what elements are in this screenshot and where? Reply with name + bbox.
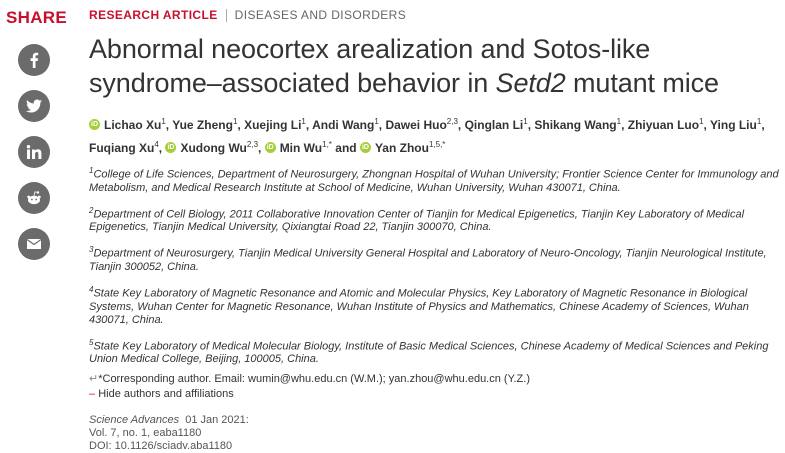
twitter-share-button[interactable] <box>18 90 50 122</box>
author-name: Yan Zhou <box>374 141 429 155</box>
volume-line: Vol. 7, no. 1, eaba1180 <box>89 427 202 440</box>
affiliation-item: 5State Key Laboratory of Medical Molecul… <box>89 336 779 367</box>
affiliation-text: Department of Cell Biology, 2011 Collabo… <box>89 208 745 234</box>
author-item[interactable]: iD Xudong Wu2,3 <box>165 140 259 155</box>
journal-name[interactable]: Science Advances <box>89 414 180 427</box>
affiliation-number: 5 <box>89 337 94 347</box>
email-share-button[interactable] <box>18 228 50 260</box>
facebook-icon <box>30 52 39 68</box>
affiliation-item: 4State Key Laboratory of Magnetic Resona… <box>89 283 779 327</box>
article-title: Abnormal neocortex arealization and Soto… <box>89 32 779 100</box>
author-name: Zhiyuan Luo <box>627 118 700 132</box>
author-name: Dawei Huo <box>385 118 447 132</box>
author-affil-ref: 1,5,* <box>428 140 446 149</box>
hide-authors-label: Hide authors and affiliations <box>98 388 234 401</box>
twitter-icon <box>26 99 42 113</box>
author-name: Min Wu <box>279 141 323 155</box>
author-name: Shikang Wang <box>534 118 617 132</box>
hide-authors-toggle[interactable]: – Hide authors and affiliations <box>89 388 779 400</box>
author-affil-ref: 1 <box>523 117 528 126</box>
reddit-share-button[interactable] <box>18 182 50 214</box>
article-header: RESEARCH ARTICLE DISEASES AND DISORDERS … <box>89 8 779 453</box>
title-part-1: Abnormal neocortex arealization and Soto… <box>89 34 651 98</box>
author-list: iD Lichao Xu1, Yue Zheng1, Xuejing Li1, A… <box>89 117 765 155</box>
facebook-share-button[interactable] <box>18 44 50 76</box>
orcid-icon[interactable]: iD <box>89 119 100 131</box>
orcid-icon[interactable]: iD <box>359 142 371 154</box>
affiliation-list: 1College of Life Sciences, Department of… <box>89 164 779 366</box>
author-item[interactable]: Dawei Huo2,3 <box>385 117 458 132</box>
author-item[interactable]: iD Lichao Xu1 <box>89 117 166 132</box>
affiliation-item: 3Department of Neurosurgery, Tianjin Med… <box>89 243 779 274</box>
publication-date: 01 Jan 2021: <box>185 414 249 427</box>
author-item[interactable]: Fuqiang Xu4 <box>89 140 159 155</box>
return-arrow-icon: ↵ <box>89 373 99 386</box>
article-type[interactable]: RESEARCH ARTICLE <box>89 8 218 22</box>
author-item[interactable]: Qinglan Li1 <box>464 117 528 132</box>
author-name: Fuqiang Xu <box>89 141 155 155</box>
author-name: Qinglan Li <box>464 118 524 132</box>
author-affil-ref: 1,* <box>322 140 332 149</box>
author-affil-ref: 1 <box>161 117 166 126</box>
author-item[interactable]: Xuejing Li1 <box>244 117 306 132</box>
article-category[interactable]: DISEASES AND DISORDERS <box>234 8 407 22</box>
author-item[interactable]: iD Min Wu1,* <box>264 140 332 155</box>
author-item[interactable]: iD Yan Zhou1,5,* <box>359 140 446 155</box>
affiliation-item: 2Department of Cell Biology, 2011 Collab… <box>89 204 779 235</box>
minus-icon: – <box>89 388 96 401</box>
orcid-icon[interactable]: iD <box>165 142 177 154</box>
article-kicker: RESEARCH ARTICLE DISEASES AND DISORDERS <box>89 8 779 22</box>
affiliation-text: College of Life Sciences, Department of … <box>89 168 779 194</box>
journal-line: Science Advances 01 Jan 2021: <box>89 414 779 427</box>
title-gene-name: Setd2 <box>495 68 566 98</box>
affiliation-text: State Key Laboratory of Medical Molecula… <box>89 340 769 366</box>
kicker-divider <box>225 8 227 22</box>
author-affil-ref: 1 <box>232 117 238 126</box>
corresponding-text: *Corresponding author. Email: wumin@whu.… <box>98 373 530 386</box>
citation-meta: Science Advances 01 Jan 2021: Vol. 7, no… <box>89 414 779 453</box>
reddit-icon <box>27 191 41 205</box>
author-name: Andi Wang <box>312 118 375 132</box>
affiliation-text: State Key Laboratory of Magnetic Resonan… <box>89 287 749 326</box>
author-item[interactable]: Zhiyuan Luo1 <box>627 117 704 132</box>
author-item[interactable]: Ying Liu1 <box>709 117 762 132</box>
corresponding-author: ↵*Corresponding author. Email: wumin@whu… <box>89 372 779 385</box>
author-item[interactable]: Shikang Wang1 <box>534 117 622 132</box>
author-affil-ref: 1 <box>301 117 306 126</box>
affiliation-number: 1 <box>89 166 94 175</box>
author-affil-ref: 1 <box>374 117 379 126</box>
share-rail: SHARE <box>4 8 68 260</box>
share-title: SHARE <box>6 8 68 27</box>
author-name: Yue Zheng <box>172 118 233 132</box>
author-and: and <box>335 141 357 155</box>
title-part-2: mutant mice <box>565 68 719 98</box>
doi-line[interactable]: DOI: 10.1126/sciadv.aba1180 <box>89 440 233 453</box>
author-name: Xudong Wu <box>180 141 247 155</box>
affiliation-number: 4 <box>89 284 94 294</box>
linkedin-share-button[interactable] <box>18 136 50 168</box>
linkedin-icon <box>26 145 42 159</box>
author-affil-ref: 1 <box>616 117 622 126</box>
affiliation-number: 2 <box>89 205 94 215</box>
author-affil-ref: 2,3 <box>246 140 259 149</box>
author-affil-ref: 1 <box>699 117 704 126</box>
email-icon <box>26 239 42 249</box>
author-item[interactable]: Andi Wang1 <box>312 117 379 132</box>
author-affil-ref: 4 <box>154 140 159 149</box>
author-affil-ref: 1 <box>756 117 762 126</box>
affiliation-number: 3 <box>89 245 94 255</box>
orcid-icon[interactable]: iD <box>264 142 276 154</box>
author-name: Xuejing Li <box>244 118 302 132</box>
author-affil-ref: 2,3 <box>446 117 458 126</box>
author-item[interactable]: Yue Zheng1 <box>172 117 238 132</box>
affiliation-item: 1College of Life Sciences, Department of… <box>89 164 779 195</box>
author-name: Lichao Xu <box>104 118 162 132</box>
author-name: Ying Liu <box>709 118 757 132</box>
affiliation-text: Department of Neurosurgery, Tianjin Medi… <box>89 247 767 273</box>
